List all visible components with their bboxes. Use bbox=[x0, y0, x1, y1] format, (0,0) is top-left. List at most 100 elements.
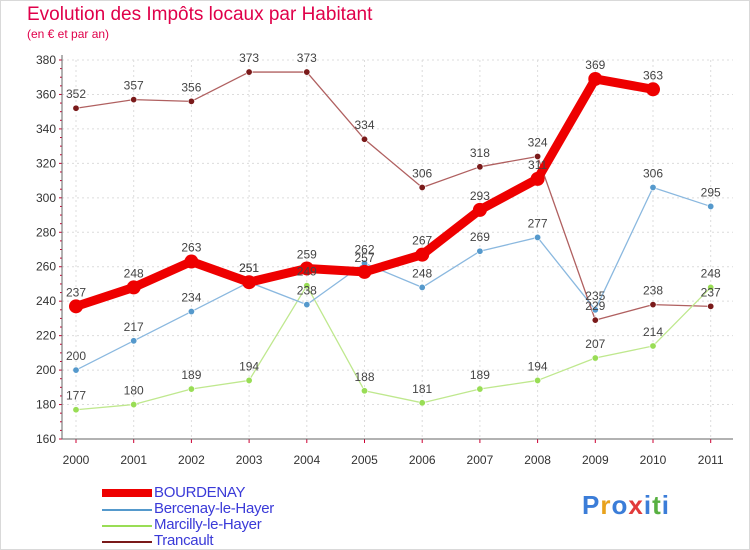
data-point-bourdenay bbox=[299, 261, 314, 276]
data-label-bourdenay: 267 bbox=[412, 234, 432, 248]
y-tick-label: 240 bbox=[36, 294, 56, 308]
data-label-bercenay-le-hayer: 238 bbox=[297, 284, 317, 298]
y-tick-label: 280 bbox=[36, 225, 56, 239]
data-point-bercenay-le-hayer bbox=[187, 308, 195, 316]
data-label-trancault: 373 bbox=[239, 51, 259, 65]
data-label-bercenay-le-hayer: 262 bbox=[354, 242, 374, 256]
data-label-bourdenay: 237 bbox=[66, 285, 86, 299]
logo-letter: t bbox=[652, 490, 662, 520]
data-point-bercenay-le-hayer bbox=[476, 247, 484, 255]
data-label-bourdenay: 248 bbox=[124, 266, 144, 280]
y-tick-label: 200 bbox=[36, 363, 56, 377]
data-label-marcilly-le-hayer: 249 bbox=[297, 265, 317, 279]
data-label-trancault: 334 bbox=[354, 118, 374, 132]
data-point-marcilly-le-hayer bbox=[476, 385, 484, 393]
x-tick-label: 2001 bbox=[120, 453, 147, 467]
logo-letter: i bbox=[661, 490, 670, 520]
data-point-bourdenay bbox=[184, 254, 199, 269]
data-point-bourdenay bbox=[69, 299, 83, 314]
y-tick-label: 360 bbox=[36, 87, 56, 101]
data-point-bourdenay bbox=[530, 171, 545, 186]
series-line-marcilly-le-hayer bbox=[75, 285, 712, 411]
data-point-bourdenay bbox=[415, 247, 430, 262]
data-label-trancault: 352 bbox=[66, 87, 86, 101]
data-label-marcilly-le-hayer: 188 bbox=[354, 370, 374, 384]
data-point-trancault bbox=[418, 183, 426, 191]
data-label-bourdenay: 259 bbox=[297, 247, 317, 261]
data-label-bourdenay: 293 bbox=[470, 189, 490, 203]
x-tick-label: 2002 bbox=[178, 453, 205, 467]
logo-letter: o bbox=[611, 490, 629, 520]
data-point-trancault bbox=[245, 68, 253, 76]
legend-label-marcilly: Marcilly-le-Hayer bbox=[154, 516, 262, 533]
data-label-bourdenay: 257 bbox=[354, 251, 374, 265]
legend-item-bourdenay: BOURDENAY bbox=[102, 484, 402, 502]
legend-item-marcilly: Marcilly-le-Hayer bbox=[102, 516, 402, 534]
data-label-bercenay-le-hayer: 277 bbox=[528, 216, 548, 230]
logo-letter: x bbox=[628, 490, 644, 520]
data-label-marcilly-le-hayer: 207 bbox=[585, 337, 605, 351]
y-tick-label: 300 bbox=[36, 191, 56, 205]
data-point-trancault bbox=[187, 97, 195, 105]
data-label-bercenay-le-hayer: 234 bbox=[181, 291, 201, 305]
x-tick-label: 2007 bbox=[467, 453, 494, 467]
data-point-marcilly-le-hayer bbox=[418, 399, 426, 407]
x-tick-label: 2008 bbox=[524, 453, 551, 467]
data-point-trancault bbox=[476, 163, 484, 171]
legend-swatch-marcilly bbox=[102, 525, 152, 527]
x-tick-label: 2005 bbox=[351, 453, 378, 467]
data-point-trancault bbox=[534, 152, 542, 160]
data-label-marcilly-le-hayer: 189 bbox=[181, 368, 201, 382]
data-label-marcilly-le-hayer: 181 bbox=[412, 382, 432, 396]
data-label-trancault: 306 bbox=[412, 166, 432, 180]
x-tick-label: 2004 bbox=[293, 453, 320, 467]
logo-letter: i bbox=[643, 490, 653, 520]
data-point-bourdenay bbox=[126, 280, 141, 295]
data-point-bercenay-le-hayer bbox=[72, 366, 80, 374]
data-point-bercenay-le-hayer bbox=[649, 183, 657, 191]
legend-label-bercenay: Bercenay-le-Hayer bbox=[154, 500, 274, 517]
data-label-bercenay-le-hayer: 251 bbox=[239, 261, 259, 275]
data-label-trancault: 357 bbox=[124, 79, 144, 93]
x-tick-label: 2010 bbox=[640, 453, 667, 467]
data-point-trancault bbox=[360, 135, 368, 143]
data-label-trancault: 324 bbox=[528, 135, 548, 149]
logo-letter: r bbox=[600, 490, 612, 520]
data-point-marcilly-le-hayer bbox=[245, 376, 253, 384]
data-label-bercenay-le-hayer: 217 bbox=[124, 320, 144, 334]
legend-swatch-trancault bbox=[102, 541, 152, 543]
data-point-trancault bbox=[591, 316, 599, 324]
data-point-bourdenay bbox=[588, 71, 603, 86]
x-tick-label: 2011 bbox=[698, 453, 724, 467]
data-label-trancault: 373 bbox=[297, 51, 317, 65]
legend-item-trancault: Trancault bbox=[102, 532, 402, 550]
data-label-bourdenay: 363 bbox=[643, 68, 663, 82]
logo-letter: P bbox=[582, 490, 601, 520]
data-label-marcilly-le-hayer: 214 bbox=[643, 325, 663, 339]
data-label-bourdenay: 311 bbox=[528, 158, 547, 172]
data-point-marcilly-le-hayer bbox=[649, 342, 657, 350]
data-point-bourdenay bbox=[472, 202, 487, 217]
x-tick-label: 2006 bbox=[409, 453, 436, 467]
data-point-bourdenay bbox=[357, 264, 372, 279]
chart-subtitle: (en € et par an) bbox=[27, 27, 110, 41]
legend-label-bourdenay: BOURDENAY bbox=[154, 484, 246, 501]
chart-title: Evolution des Impôts locaux par Habitant bbox=[27, 4, 373, 25]
legend-item-bercenay: Bercenay-le-Hayer bbox=[102, 500, 402, 518]
data-point-bercenay-le-hayer bbox=[418, 283, 426, 291]
data-label-trancault: 318 bbox=[470, 146, 490, 160]
data-label-bercenay-le-hayer: 306 bbox=[643, 166, 663, 180]
data-label-trancault: 237 bbox=[701, 285, 721, 299]
y-tick-label: 160 bbox=[36, 432, 56, 446]
data-label-bercenay-le-hayer: 269 bbox=[470, 230, 490, 244]
data-label-trancault: 356 bbox=[181, 80, 201, 94]
data-label-bercenay-le-hayer: 200 bbox=[66, 349, 86, 363]
y-tick-label: 260 bbox=[36, 260, 56, 274]
data-point-bourdenay bbox=[242, 275, 257, 290]
data-point-trancault bbox=[649, 301, 657, 309]
data-point-bercenay-le-hayer bbox=[534, 233, 542, 241]
x-tick-label: 2000 bbox=[63, 453, 90, 467]
data-label-bourdenay: 263 bbox=[181, 241, 201, 255]
